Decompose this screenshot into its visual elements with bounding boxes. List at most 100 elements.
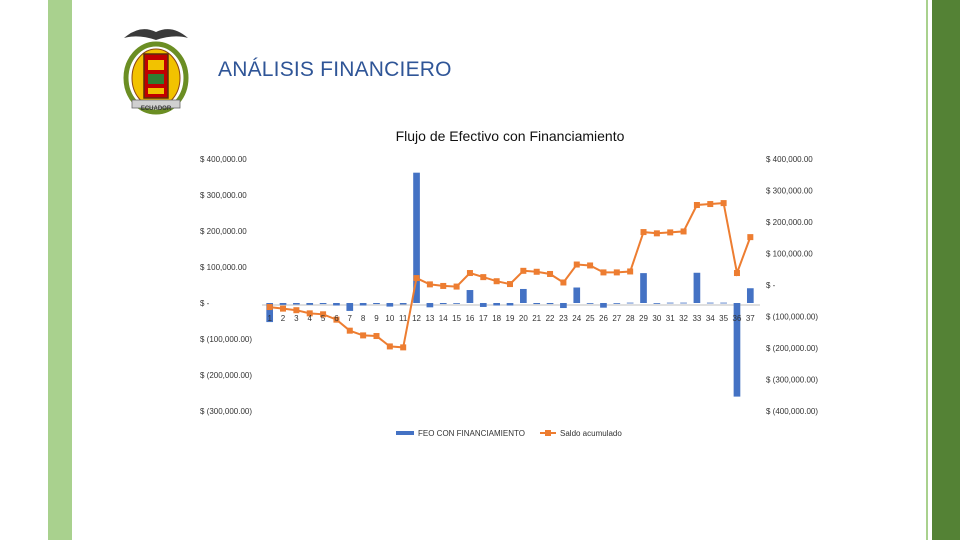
line-point bbox=[520, 267, 527, 274]
bar bbox=[319, 303, 327, 305]
bar bbox=[466, 290, 474, 303]
bar bbox=[533, 303, 541, 305]
bar bbox=[333, 303, 340, 306]
category-label: 6 bbox=[334, 314, 339, 323]
right-tick-label: $ - bbox=[766, 281, 776, 290]
left-tick-label: $ (300,000.00) bbox=[200, 407, 252, 416]
saldo-line bbox=[269, 202, 752, 349]
bar bbox=[613, 303, 621, 304]
bar bbox=[600, 303, 607, 308]
bar-series bbox=[266, 172, 754, 397]
category-label: 17 bbox=[479, 314, 488, 323]
line-series bbox=[266, 200, 754, 351]
category-label: 19 bbox=[506, 314, 515, 323]
line-point bbox=[533, 268, 540, 275]
bar bbox=[399, 303, 407, 305]
bar bbox=[746, 288, 754, 303]
category-label: 35 bbox=[719, 314, 728, 323]
line-point bbox=[507, 281, 513, 288]
category-label: 14 bbox=[439, 314, 448, 323]
category-label: 32 bbox=[679, 314, 688, 323]
category-label: 9 bbox=[374, 314, 379, 323]
right-accent-line bbox=[926, 0, 928, 540]
category-label: 20 bbox=[519, 314, 528, 323]
line-point bbox=[320, 311, 327, 318]
line-point bbox=[560, 279, 567, 286]
category-label: 5 bbox=[321, 314, 326, 323]
coat-of-arms-emblem-icon bbox=[123, 29, 189, 115]
line-point bbox=[333, 316, 340, 323]
line-point bbox=[733, 270, 740, 277]
line-point bbox=[707, 201, 714, 208]
left-axis: $ 400,000.00 $ 300,000.00 $ 200,000.00 $ 10… bbox=[200, 155, 252, 416]
right-tick-label: $ (300,000.00) bbox=[766, 376, 818, 385]
left-tick-label: $ 100,000.00 bbox=[200, 263, 247, 272]
line-point bbox=[386, 343, 393, 350]
left-tick-label: $ 400,000.00 bbox=[200, 155, 247, 164]
category-label: 33 bbox=[692, 314, 701, 323]
right-tick-label: $ 400,000.00 bbox=[766, 155, 813, 164]
line-point bbox=[293, 307, 300, 314]
bar bbox=[373, 303, 380, 305]
bar bbox=[560, 303, 567, 309]
bar bbox=[640, 273, 647, 303]
bar bbox=[386, 303, 394, 307]
bar bbox=[293, 303, 300, 305]
bar bbox=[426, 303, 434, 308]
line-point bbox=[306, 310, 313, 317]
line-point bbox=[413, 275, 420, 282]
line-point bbox=[573, 261, 580, 268]
category-label: 21 bbox=[532, 314, 541, 323]
category-label: 29 bbox=[639, 314, 648, 323]
line-point bbox=[280, 305, 287, 312]
line-point bbox=[720, 200, 727, 207]
bar bbox=[520, 288, 527, 303]
category-label: 26 bbox=[599, 314, 608, 323]
category-labels: 1 2 3 4 5 6 7 8 9 10 11 12 13 14 15 16 17 18 19 20 21 22 23 24 2… bbox=[267, 314, 755, 323]
right-axis: $ 400,000.00 $ 300,000.00 $ 200,000.00 $ 10… bbox=[766, 155, 818, 416]
category-label: 4 bbox=[308, 314, 313, 323]
bar bbox=[346, 303, 354, 311]
bar bbox=[493, 303, 500, 306]
line-point bbox=[613, 269, 620, 276]
bar bbox=[413, 172, 420, 303]
bar bbox=[453, 303, 460, 304]
legend: FEO CON FINANCIAMIENTO Saldo acumulado bbox=[396, 429, 622, 438]
line-point bbox=[360, 332, 367, 339]
bar bbox=[479, 303, 487, 307]
legend-swatch-marker bbox=[545, 430, 551, 436]
line-point bbox=[480, 274, 487, 281]
emblem-caption: ECUADOR bbox=[140, 106, 172, 112]
category-label: 18 bbox=[492, 314, 501, 323]
left-accent-band bbox=[48, 0, 72, 540]
bar bbox=[733, 303, 741, 397]
right-tick-label: $ (100,000.00) bbox=[766, 313, 818, 322]
bar bbox=[586, 303, 594, 304]
category-label: 37 bbox=[746, 314, 755, 323]
category-label: 8 bbox=[361, 314, 366, 323]
bar bbox=[573, 287, 581, 303]
line-point bbox=[547, 270, 554, 277]
left-tick-label: $ 300,000.00 bbox=[200, 191, 247, 200]
right-tick-label: $ 100,000.00 bbox=[766, 250, 813, 259]
category-label: 23 bbox=[559, 314, 568, 323]
category-label: 7 bbox=[348, 314, 353, 323]
right-tick-label: $ (200,000.00) bbox=[766, 344, 818, 353]
bar bbox=[306, 303, 314, 305]
category-label: 1 bbox=[267, 314, 272, 323]
bar bbox=[653, 303, 661, 304]
category-label: 27 bbox=[612, 314, 621, 323]
bar bbox=[626, 302, 634, 304]
line-point bbox=[693, 201, 700, 208]
category-label: 3 bbox=[294, 314, 299, 323]
legend-label: FEO CON FINANCIAMIENTO bbox=[418, 429, 525, 438]
chart-title: Flujo de Efectivo con Financiamiento bbox=[396, 128, 625, 144]
line-point bbox=[587, 262, 594, 269]
category-label: 34 bbox=[706, 314, 715, 323]
category-label: 13 bbox=[425, 314, 434, 323]
bar bbox=[680, 302, 687, 304]
bar bbox=[439, 303, 447, 305]
bar bbox=[266, 303, 274, 323]
category-label: 2 bbox=[281, 314, 286, 323]
